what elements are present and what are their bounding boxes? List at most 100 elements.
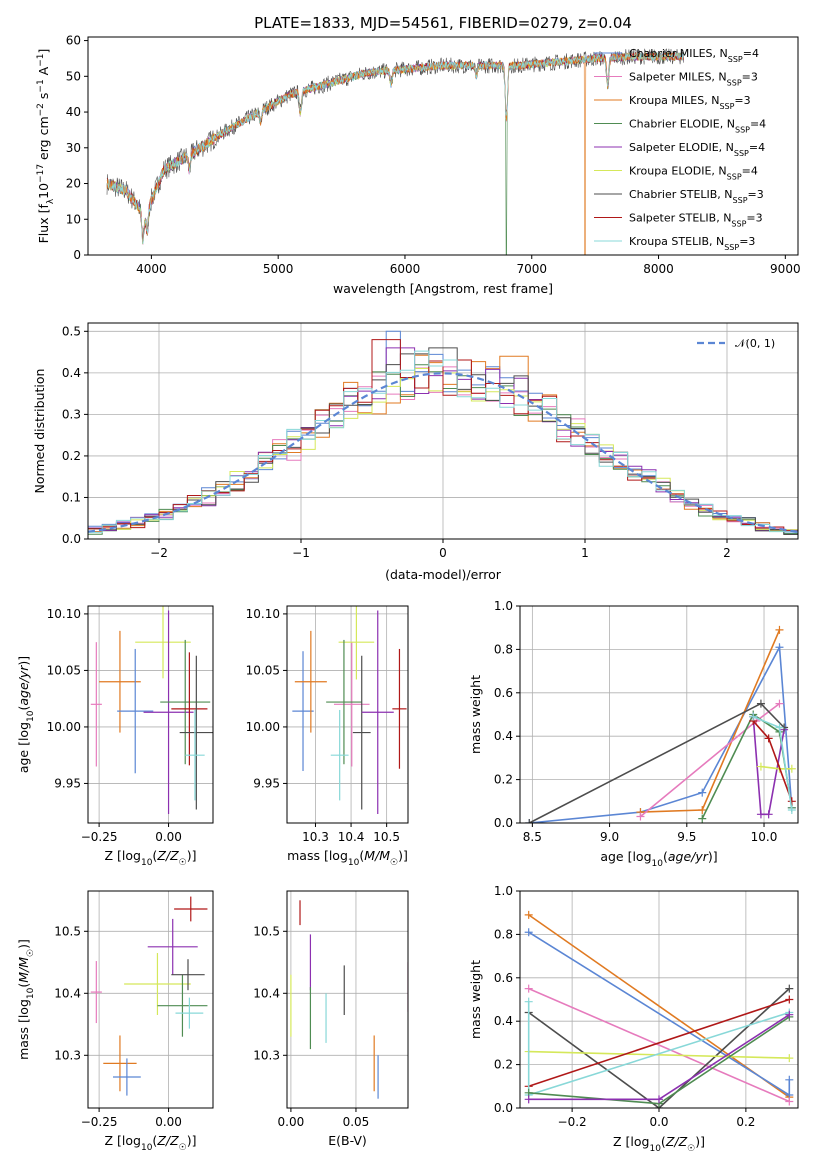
weight-marker [775, 643, 784, 652]
y-tick-label: 9.95 [54, 776, 81, 790]
weight-marker [785, 1010, 794, 1019]
weight-marker [749, 712, 758, 721]
y-tick-label: 9.95 [253, 776, 280, 790]
x-label-part: Z [log [105, 848, 141, 863]
weight-marker [787, 797, 796, 806]
panel-weight-vs-Z: −0.2 0.0 0.2 0.0 0.2 0.4 0.6 0.8 1.0 Z [log10(Z/Z… [468, 884, 799, 1154]
weight-marker [785, 984, 794, 993]
plot-area-weight-vs-age [525, 625, 796, 823]
y-label-part: age/yr [16, 665, 31, 706]
weight-marker [524, 928, 533, 937]
x-tick-label: 10.3 [302, 830, 329, 844]
plot-area-age-vs-Z [90, 606, 213, 814]
x-tick-label: 8.5 [523, 830, 542, 844]
y-tick-label: 0 [73, 248, 81, 262]
y-label-part: )] [16, 656, 31, 666]
legend-name: Salpeter MILES, N [629, 71, 727, 84]
panel-residuals: −2 −1 0 1 2 0.0 0.1 0.2 0.3 0.4 0.5 𝒩(0, 1) (data-mo… [32, 322, 799, 582]
legend-entry: Chabrier STELIB, NSSP=3 [629, 188, 764, 205]
weight-marker [524, 1095, 533, 1104]
weight-marker [785, 1097, 794, 1106]
y-tick-label: 0.3 [62, 407, 81, 421]
x-tick-label: 5000 [263, 262, 294, 276]
weight-marker [787, 764, 796, 773]
legend-nssp: =4 [749, 141, 765, 154]
weight-marker [785, 1054, 794, 1063]
x-tick-label: 10.0 [751, 830, 778, 844]
legend-sub: SSP [735, 125, 750, 134]
legend-name: Kroupa ELODIE, N [629, 165, 727, 178]
histogram-kroupa-stelib [88, 350, 798, 537]
legend-entry: Salpeter MILES, NSSP=3 [629, 71, 758, 88]
y-axis-label: mass weight [468, 675, 483, 754]
spectrum-line-kroupa-stelib [106, 51, 684, 244]
y-label-part: mass weight [468, 960, 483, 1039]
y-tick-label: 10.3 [253, 1048, 280, 1062]
x-tick-label: −0.25 [81, 830, 118, 844]
y-tick-label: 0.0 [62, 532, 81, 546]
x-axis-label: wavelength [Angstrom, rest frame] [333, 281, 553, 296]
legend-name: Kroupa MILES, N [629, 94, 719, 107]
x-label-part: ( [359, 848, 364, 863]
weight-marker [756, 762, 765, 771]
weight-marker [756, 810, 765, 819]
axes-frame [519, 605, 799, 824]
x-label-part: age/yr [668, 849, 709, 864]
figure-title: PLATE=1833, MJD=54561, FIBERID=0279, z=0… [254, 14, 632, 32]
legend-entry: Chabrier ELODIE, NSSP=4 [629, 118, 766, 135]
x-axis-label: age [log10(age/yr)] [600, 849, 717, 869]
y-label-part: λ [46, 198, 56, 204]
legend-sub: SSP [719, 102, 734, 111]
x-label-part: ☉ [687, 1144, 695, 1154]
legend-sub: SSP [728, 55, 743, 64]
x-label-part: )] [187, 1133, 197, 1148]
x-tick-label: −0.2 [558, 1115, 587, 1129]
y-label-part: −1 [36, 79, 46, 92]
y-tick-label: 0.4 [494, 729, 513, 743]
axes-frame [286, 890, 409, 1109]
legend-sub: SSP [734, 149, 749, 158]
y-tick-label: 10.05 [246, 663, 280, 677]
x-tick-label: 10.5 [373, 830, 400, 844]
axes-frame [286, 605, 409, 824]
x-axis-label: mass [log10(M/M☉)] [287, 848, 408, 868]
legend-nssp: =3 [742, 71, 758, 84]
axes-frame [87, 890, 214, 1109]
plot-area-spectrum [106, 48, 684, 255]
legend-entry: Kroupa STELIB, NSSP=3 [629, 235, 755, 252]
x-label-part: Z/Z [665, 1134, 688, 1149]
y-tick-label: 0.0 [494, 816, 513, 830]
y-label-part: ( [16, 983, 31, 988]
x-label-part: ( [152, 1133, 157, 1148]
legend-sub: SSP [727, 78, 742, 87]
legend-nssp: =4 [743, 47, 759, 60]
y-tick-label: 10.10 [47, 607, 81, 621]
x-tick-label: 10.4 [338, 830, 365, 844]
weight-marker [524, 984, 533, 993]
y-label-part: −2 [36, 103, 46, 116]
x-label-part: ( [663, 849, 668, 864]
y-tick-label: 10.5 [54, 924, 81, 938]
weight-marker [775, 723, 784, 732]
legend-sub: SSP [731, 219, 746, 228]
weight-marker [756, 699, 765, 708]
axes-frame [87, 36, 799, 256]
y-tick-label: 20 [66, 177, 81, 191]
x-label-part: 10 [652, 859, 664, 869]
x-label-part: wavelength [Angstrom, rest frame] [333, 281, 553, 296]
x-label-part: E(B-V) [328, 1133, 367, 1148]
x-label-part: Z/Z [156, 848, 179, 863]
y-tick-label: 10.05 [47, 663, 81, 677]
y-label-part: −17 [36, 164, 46, 183]
y-label-part: M/M [16, 957, 31, 983]
x-tick-label: 0.00 [155, 1115, 182, 1129]
weight-marker [698, 814, 707, 823]
weight-line-chabrier-miles [529, 644, 793, 823]
x-label-part: )] [187, 848, 197, 863]
legend-sub: SSP [733, 196, 748, 205]
plot-area-mass-vs-Z [90, 896, 208, 1096]
y-label-part: s [36, 93, 51, 104]
y-label-part: ] [36, 49, 51, 54]
x-tick-label: 9.5 [677, 830, 696, 844]
x-label-part: M/M [364, 848, 390, 863]
